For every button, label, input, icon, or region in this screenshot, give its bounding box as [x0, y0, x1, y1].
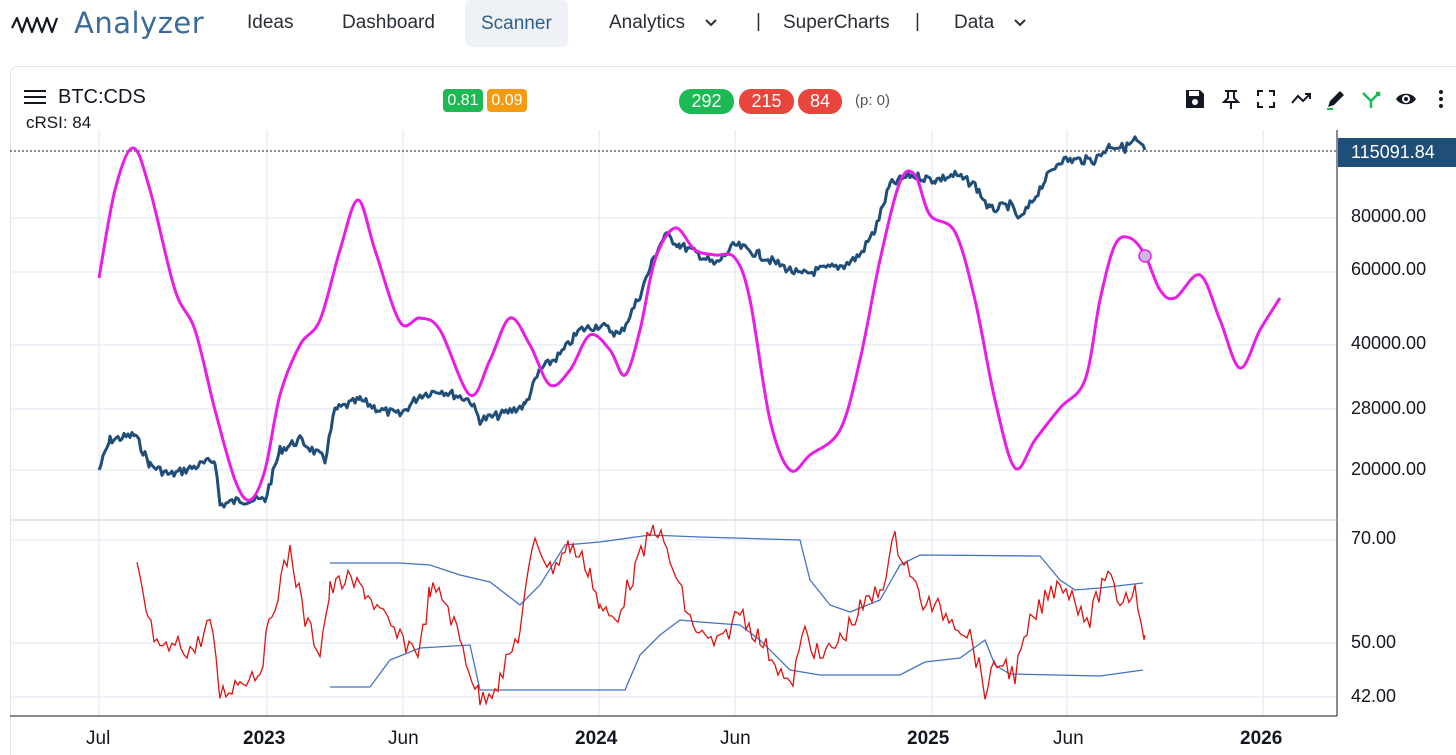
time-axis-label: Jun	[388, 728, 419, 749]
more-icon[interactable]	[1430, 88, 1452, 110]
count-badge-red: 215	[739, 89, 794, 114]
price-axis-label: 40000.00	[1351, 333, 1427, 353]
indicator-axis-label: 42.00	[1351, 686, 1397, 706]
nav-separator: |	[915, 11, 920, 32]
lower-band-series	[330, 619, 1144, 691]
nav-data-label: Data	[954, 12, 995, 33]
nav-analytics-label: Analytics	[609, 12, 686, 33]
count-badge-red-small: 84	[798, 89, 842, 114]
score-badge-orange: 0.09	[487, 89, 527, 112]
time-axis-label: 2025	[907, 728, 950, 749]
chevron-down-icon	[705, 19, 718, 27]
draw-icon[interactable]	[1325, 88, 1347, 110]
p-value: (p: 0)	[855, 92, 891, 109]
eye-icon[interactable]	[1395, 88, 1417, 110]
score-badge-green: 0.81	[443, 89, 483, 112]
nav-dashboard[interactable]: Dashboard	[342, 12, 435, 33]
indicator-axis-label: 50.00	[1351, 632, 1397, 652]
indicator-axis-label: 70.00	[1351, 528, 1397, 548]
last-price-label: 115091.84	[1338, 138, 1456, 167]
upper-band-series	[330, 534, 1144, 613]
time-axis-label: Jun	[1053, 728, 1084, 749]
nav-supercharts[interactable]: SuperCharts	[783, 12, 890, 33]
price-axis-label: 20000.00	[1351, 459, 1427, 479]
time-axis-label: 2023	[243, 728, 286, 749]
nav-analytics[interactable]: Analytics	[609, 11, 718, 47]
nav-scanner[interactable]: Scanner	[465, 0, 568, 47]
count-badge-green: 292	[679, 89, 734, 114]
save-icon[interactable]	[1184, 88, 1206, 110]
nav-data[interactable]: Data	[954, 11, 1027, 47]
trend-icon[interactable]	[1290, 88, 1312, 110]
symbol-header[interactable]: BTC:CDS	[24, 86, 146, 109]
time-axis-label: 2024	[575, 728, 618, 749]
top-nav: Analyzer Ideas Dashboard Scanner Analyti…	[0, 0, 1456, 50]
time-axis-label: 2026	[1240, 728, 1283, 749]
chart-panel	[10, 66, 1456, 755]
app-name: Analyzer	[74, 6, 205, 40]
grid-lines	[10, 130, 1337, 716]
menu-icon[interactable]	[24, 89, 46, 106]
pin-icon[interactable]	[1220, 88, 1242, 110]
cycle-series	[97, 146, 1282, 502]
fork-icon[interactable]	[1360, 88, 1382, 110]
nav-ideas[interactable]: Ideas	[247, 12, 294, 33]
cycle-marker[interactable]	[1138, 249, 1152, 263]
price-series	[97, 135, 1147, 509]
price-axis-label: 80000.00	[1351, 206, 1427, 226]
fullscreen-icon[interactable]	[1255, 88, 1277, 110]
price-axis-label: 60000.00	[1351, 259, 1427, 279]
price-axis-label: 28000.00	[1351, 398, 1427, 418]
wave-logo-icon	[11, 16, 59, 34]
app-logo[interactable]: Analyzer	[10, 6, 204, 40]
time-axis-label: Jun	[720, 728, 751, 749]
nav-separator: |	[756, 11, 761, 32]
time-axis-label: Jul	[86, 728, 111, 749]
chevron-down-icon	[1014, 19, 1027, 27]
symbol-name: BTC:CDS	[58, 86, 146, 108]
rsi-series	[136, 524, 1146, 706]
indicator-label: cRSI: 84	[26, 113, 92, 132]
